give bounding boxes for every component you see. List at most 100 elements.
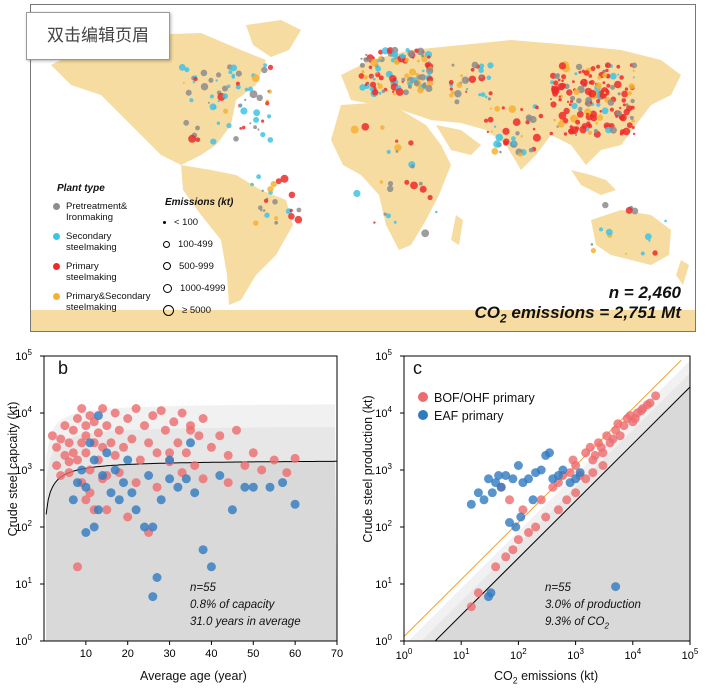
data-point [505,518,514,527]
edit-header-button[interactable]: 双击编辑页眉 [26,12,170,60]
data-point [144,471,154,480]
plant-marker [605,124,609,128]
plant-marker [586,112,589,116]
data-point [123,455,133,465]
plant-marker [370,75,374,79]
data-point [571,488,581,498]
data-point [64,457,74,467]
data-point [548,482,558,492]
plant-marker [235,70,242,77]
data-point [194,431,204,441]
data-point [89,522,99,532]
plant-marker [630,105,635,110]
plant-marker [240,107,248,115]
data-point [581,474,591,484]
plant-marker [407,50,415,58]
plant-marker [209,94,214,99]
plant-marker [450,90,455,95]
plant-marker [499,150,502,154]
plant-marker [410,164,415,169]
plant-marker [622,127,631,136]
plant-marker [551,87,556,92]
plant-marker [260,209,263,212]
plant-marker [296,207,302,213]
plant-marker [563,107,570,115]
plant-marker [422,69,425,73]
data-point [93,428,103,438]
plant-marker [426,67,434,75]
data-point [494,471,504,480]
data-point [528,495,538,505]
plant-marker [621,98,627,103]
data-point [98,404,108,413]
plant-marker [491,147,499,155]
plant-type-legend-item: Primary&Secondary steelmaking [53,291,183,313]
data-point [152,573,162,582]
plant-marker [379,180,384,184]
data-point [223,478,233,488]
plant-marker [632,69,635,73]
data-point [81,528,91,537]
plant-marker [235,84,241,90]
plant-marker [373,77,376,81]
data-point [85,438,95,448]
chart-c-legend: BOF/OHF primary EAF primary [418,389,535,425]
plant-marker [358,73,365,79]
plant-marker [478,67,484,73]
data-point [265,482,275,492]
plant-marker [215,79,218,82]
plant-marker [624,252,628,255]
plant-marker [253,125,257,130]
y-tick-label: 102 [375,519,392,534]
plant-marker [532,127,536,131]
y-tick-label: 105 [375,348,392,363]
plant-marker [568,103,572,106]
plant-marker [640,251,645,256]
data-point [52,442,62,452]
plant-marker [468,75,477,84]
x-tick-label: 104 [624,647,641,662]
data-point [110,408,120,418]
plant-marker [562,117,569,124]
plant-marker [378,75,384,81]
plant-marker [601,107,609,115]
plant-marker [210,138,217,145]
plant-marker [570,97,574,101]
plant-marker [376,71,379,74]
plant-marker [558,98,562,102]
plant-marker [575,63,583,71]
emissions-legend-item: ≥ 5000 [163,299,263,321]
y-tick-label: 104 [375,405,392,420]
plant-marker [381,47,389,55]
plant-marker [183,119,190,126]
chart-b-x-axis-label: Average age (year) [140,669,247,683]
data-point [93,411,103,421]
plant-marker [512,118,521,126]
plot-frame [403,355,691,642]
data-point [110,465,120,475]
land-mass [676,260,689,285]
plant-marker [484,95,488,99]
y-tick-label: 103 [375,462,392,477]
plant-marker [416,59,420,63]
plant-marker [404,73,410,79]
emissions-legend-item: 100-499 [163,233,263,255]
plant-marker [471,61,479,69]
plant-marker [581,123,588,130]
plant-marker [621,90,629,98]
plant-marker [470,67,475,72]
plant-marker [631,119,635,123]
plant-marker [622,103,626,107]
plant-marker [617,92,621,96]
data-point [615,431,625,441]
data-point [81,448,91,458]
plant-marker [518,152,523,157]
plant-marker [493,125,497,128]
data-point [186,425,195,435]
data-point [565,468,575,478]
data-point [56,471,66,480]
data-point [562,495,572,505]
data-point [131,505,141,515]
plant-marker [248,86,253,92]
